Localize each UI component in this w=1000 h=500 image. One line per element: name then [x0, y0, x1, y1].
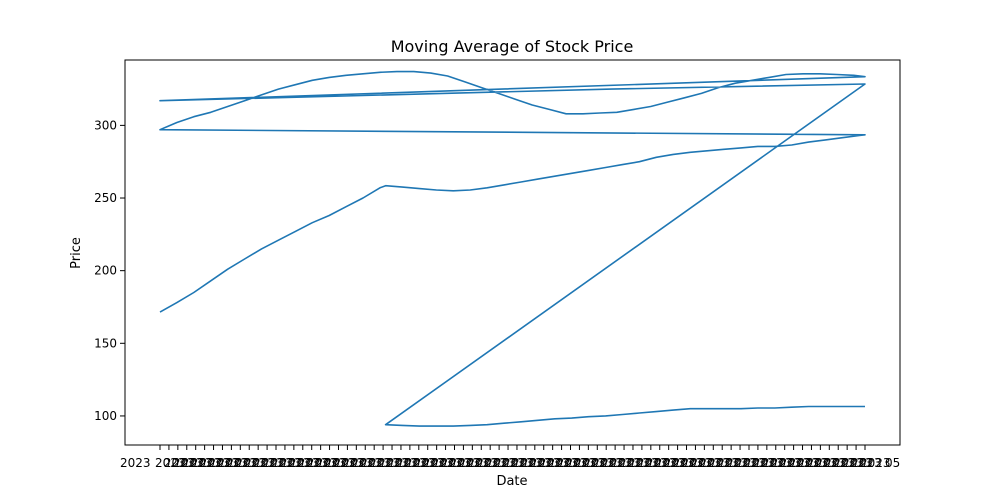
x-tick-label-overlap: 2023 [530, 456, 561, 470]
x-tick-label-overlap: 2023 [601, 456, 632, 470]
x-tick-label-overlap: 2023 [673, 456, 704, 470]
x-tick-label-overlap: 2023 [298, 456, 329, 470]
x-tick-label-overlap: 2023 [262, 456, 293, 470]
x-tick-label-overlap: 2023 [682, 456, 713, 470]
x-tick-label-overlap: 2023 [289, 456, 320, 470]
x-tick-label-overlap: 2023 [441, 456, 472, 470]
y-axis: 100 150 200 250 300 [94, 118, 125, 423]
x-tick-label-overlap: 2023 [566, 456, 597, 470]
x-tick-label-overlap: 2023 [449, 456, 480, 470]
x-tick-label-overlap: 2023 [432, 456, 463, 470]
y-tick-label: 200 [94, 264, 117, 278]
x-tick-label-overlap: 2023 [664, 456, 695, 470]
x-tick-label-overlap: 2023 [378, 456, 409, 470]
x-tick-label-overlap: 2023 [164, 456, 195, 470]
x-tick-label-overlap: 2023 [396, 456, 427, 470]
y-tick-label: 100 [94, 409, 117, 423]
x-tick-label-overlap: 2023 [521, 456, 552, 470]
x-tick-label-overlap: 2023 [217, 456, 248, 470]
x-tick-label-overlap: 2023 [699, 456, 730, 470]
series-line-0 [159, 70, 866, 427]
x-tick-label-overlap: 2023 [690, 456, 721, 470]
x-tick-label-overlap: 2023 [860, 456, 891, 470]
x-tick-label-overlap: 2023 [637, 456, 668, 470]
x-tick-label-overlap: 2023 [833, 456, 864, 470]
series-layer [159, 70, 866, 427]
x-tick-label-overlap: 2023 [244, 456, 275, 470]
x-tick-label-overlap: 2023 [851, 456, 882, 470]
x-tick-label-overlap: 2023 [806, 456, 837, 470]
x-tick-label-overlap: 2023 [253, 456, 284, 470]
y-tick-label: 300 [94, 118, 117, 132]
x-tick-label-overlap: 2023 [619, 456, 650, 470]
x-tick-label-overlap: 2023 [387, 456, 418, 470]
x-tick-label-overlap: 2023 [280, 456, 311, 470]
x-tick-label-overlap: 2023 [316, 456, 347, 470]
x-tick-label-overlap: 2023 [342, 456, 373, 470]
x-tick-label: 05 [885, 456, 900, 470]
x-tick-label-overlap: 2023 [574, 456, 605, 470]
x-tick-label-overlap: 2023 [467, 456, 498, 470]
plot-area-frame [124, 59, 901, 446]
x-tick-label-overlap: 2023 [503, 456, 534, 470]
x-tick-label-overlap: 2023 [307, 456, 338, 470]
x-tick-label-overlap: 2023 [173, 456, 204, 470]
x-tick-label-overlap: 2023 [798, 456, 829, 470]
x-axis-label: Date [496, 474, 527, 489]
x-tick-label-overlap: 2023 [200, 456, 231, 470]
x-axis: 2023 052023202320232023202320232023202320… [120, 445, 900, 470]
x-tick-label-overlap: 2023 [333, 456, 364, 470]
x-tick-label-overlap: 2023 [476, 456, 507, 470]
x-tick-label-overlap: 2023 [815, 456, 846, 470]
x-tick-label-overlap: 2023 [655, 456, 686, 470]
x-tick-label-overlap: 2023 [726, 456, 757, 470]
x-tick-label-overlap: 2023 [592, 456, 623, 470]
x-tick-label-overlap: 2023 [771, 456, 802, 470]
x-tick-label-overlap: 2023 [485, 456, 516, 470]
x-tick-label-overlap: 2023 [351, 456, 382, 470]
x-tick-label-overlap: 2023 [271, 456, 302, 470]
y-tick-label: 150 [94, 336, 117, 350]
x-tick-label-overlap: 2023 [824, 456, 855, 470]
x-tick-label-overlap: 2023 [423, 456, 454, 470]
x-tick-label-overlap: 2023 [458, 456, 489, 470]
x-tick-label: 2023 [120, 456, 151, 470]
x-tick-label-overlap: 2023 [405, 456, 436, 470]
y-axis-label: Price [69, 237, 84, 269]
x-tick-label-overlap: 2023 [548, 456, 579, 470]
x-tick-label-overlap: 2023 [182, 456, 213, 470]
x-tick-label-overlap: 2023 [539, 456, 570, 470]
x-tick-label-overlap: 2023 [753, 456, 784, 470]
x-tick-label-overlap: 2023 [628, 456, 659, 470]
chart-title: Moving Average of Stock Price [391, 37, 634, 56]
x-tick-label-overlap: 2023 [780, 456, 811, 470]
x-tick-label-overlap: 2023 [717, 456, 748, 470]
x-tick-label-overlap: 2023 [226, 456, 257, 470]
x-tick-label-overlap: 2023 [646, 456, 677, 470]
x-tick-label-overlap: 2023 [789, 456, 820, 470]
x-tick-label-overlap: 2023 [360, 456, 391, 470]
x-tick-label-overlap: 2023 [557, 456, 588, 470]
x-tick-label-overlap: 2023 [842, 456, 873, 470]
x-tick-label-overlap: 2023 [369, 456, 400, 470]
x-tick-label-overlap: 2023 [512, 456, 543, 470]
y-tick-label: 250 [94, 191, 117, 205]
x-tick-label-overlap: 2023 [735, 456, 766, 470]
x-tick-label-overlap: 2023 [325, 456, 356, 470]
x-tick-label-overlap: 2023 [414, 456, 445, 470]
x-tick-label-overlap: 2023 [762, 456, 793, 470]
x-tick-label-overlap: 2023 [494, 456, 525, 470]
x-tick-label-overlap: 2023 [610, 456, 641, 470]
x-tick-label-overlap: 2023 [209, 456, 240, 470]
x-tick-label-overlap: 2023 [155, 456, 186, 470]
x-tick-label-overlap: 2023 [191, 456, 222, 470]
x-tick-label-overlap: 2023 [583, 456, 614, 470]
x-tick-label-overlap: 2023 [744, 456, 775, 470]
x-tick-label-overlap: 2023 [235, 456, 266, 470]
x-tick-label-overlap: 2023 [708, 456, 739, 470]
